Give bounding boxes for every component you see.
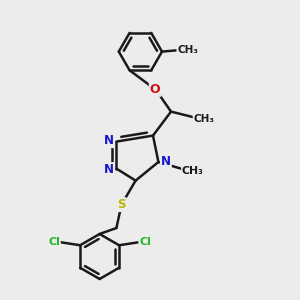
Text: CH₃: CH₃ xyxy=(177,45,198,55)
Text: O: O xyxy=(150,83,160,96)
Text: Cl: Cl xyxy=(48,237,60,247)
Text: CH₃: CH₃ xyxy=(194,113,214,124)
Text: S: S xyxy=(117,198,126,211)
Text: CH₃: CH₃ xyxy=(182,166,204,176)
Text: N: N xyxy=(104,163,114,176)
Text: Cl: Cl xyxy=(139,237,151,247)
Text: N: N xyxy=(104,134,114,147)
Text: N: N xyxy=(161,154,171,168)
